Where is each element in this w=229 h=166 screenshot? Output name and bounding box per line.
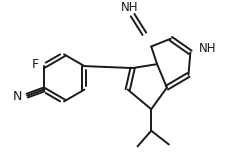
- Text: NH: NH: [199, 42, 217, 55]
- Text: NH: NH: [121, 1, 139, 14]
- Text: N: N: [13, 90, 22, 103]
- Text: F: F: [32, 58, 39, 71]
